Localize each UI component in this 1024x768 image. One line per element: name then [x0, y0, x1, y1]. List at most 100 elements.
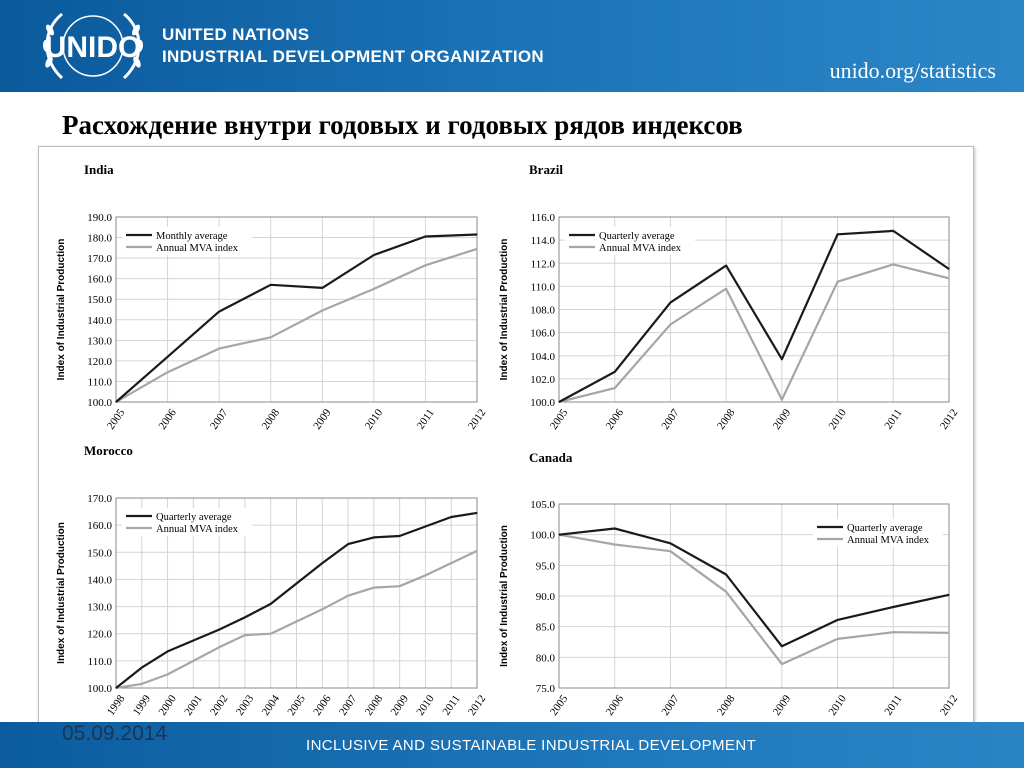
data-point [476, 512, 478, 514]
chart-morocco: Morocco 100.0 110.0 120.0 130.0 140.0 150.0 160… [56, 443, 488, 718]
data-point [725, 573, 727, 576]
data-point [669, 323, 672, 326]
data-point [948, 632, 950, 634]
data-point [141, 683, 143, 685]
chart-canada: Canada 75.0 80.0 85.0 90.0 95.0 100.0 105.0 2005… [499, 450, 960, 718]
y-tick-label: 120.0 [87, 629, 112, 641]
data-point [141, 667, 143, 669]
x-tick-label: 2011 [440, 693, 462, 718]
data-point [347, 543, 349, 545]
x-tick-label: 2007 [659, 407, 682, 432]
x-tick-label: 2008 [363, 693, 386, 718]
x-tick-label: 2006 [156, 407, 179, 432]
y-tick-label: 114.0 [531, 235, 556, 247]
data-point [725, 264, 727, 267]
series-line-1 [115, 233, 478, 403]
data-point [558, 534, 560, 536]
data-point [270, 284, 272, 286]
y-tick-label: 116.0 [531, 212, 556, 224]
legend-entry: Annual MVA index [156, 524, 239, 535]
y-tick-label: 110.0 [531, 281, 556, 293]
website-link[interactable]: unido.org/statistics [829, 58, 996, 83]
y-tick-label: 100.0 [530, 530, 555, 542]
data-point [614, 527, 616, 530]
legend-entry: Annual MVA index [847, 535, 930, 546]
un-wreath-logo-icon: UNIDO [42, 12, 144, 80]
legend-entry: Quarterly average [156, 512, 232, 523]
y-tick-label: 150.0 [87, 547, 112, 559]
x-tick-label: 2009 [311, 407, 334, 432]
data-point [373, 586, 375, 589]
data-point [166, 650, 169, 652]
y-axis-label: Index of Industrial Production [56, 522, 67, 664]
data-point [347, 595, 349, 597]
x-tick-label: 2012 [466, 407, 488, 432]
y-tick-label: 90.0 [536, 591, 556, 603]
slide-date: 05.09.2014 [62, 722, 168, 745]
x-tick-label: 2008 [715, 407, 738, 432]
legend-box [122, 508, 252, 536]
chart-brazil: Brazil 100.0 102.0 104.0 106.0 108.0 110.0 112.… [499, 162, 960, 432]
data-point [476, 248, 478, 250]
y-tick-label: 105.0 [530, 499, 555, 511]
header-bar: UNIDO UNITED NATIONS INDUSTRIAL DEVELOPM… [0, 0, 1024, 92]
x-tick-label: 2001 [182, 693, 204, 718]
chart-title: Morocco [84, 443, 133, 458]
data-point [115, 401, 117, 403]
data-point [669, 301, 672, 304]
data-point [218, 310, 220, 313]
data-point [424, 264, 427, 266]
x-tick-label: 2010 [414, 693, 437, 718]
data-point [321, 608, 323, 610]
y-tick-label: 120.0 [87, 356, 112, 368]
plot-border [558, 216, 950, 403]
data-point [321, 562, 323, 564]
y-axis-label: Index of Industrial Production [56, 239, 67, 381]
data-point [892, 230, 894, 232]
x-tick-label: 2011 [415, 407, 437, 432]
series-line-1 [558, 229, 950, 403]
data-point [270, 603, 272, 605]
data-point [781, 663, 783, 665]
data-point [295, 620, 298, 623]
x-tick-label: 2006 [311, 693, 334, 718]
chart-title: Brazil [529, 162, 563, 177]
data-point [476, 233, 478, 236]
data-point [781, 645, 783, 647]
data-point [836, 638, 839, 640]
plot-border [558, 503, 950, 689]
data-point [614, 387, 616, 389]
y-tick-label: 110.0 [88, 656, 113, 668]
charts-panel: India 100.0 110.0 120.0 130.0 140.0 150.0 160.0… [38, 146, 974, 730]
data-point [270, 633, 272, 635]
x-tick-label: 2008 [715, 693, 738, 718]
y-tick-label: 102.0 [530, 374, 555, 386]
x-tick-label: 2000 [156, 693, 179, 718]
data-point [166, 356, 169, 358]
data-point [192, 660, 194, 662]
chart-title: India [84, 162, 114, 177]
data-point [781, 399, 783, 401]
y-tick-label: 108.0 [530, 305, 555, 317]
y-tick-label: 170.0 [87, 253, 112, 265]
data-point [781, 358, 783, 360]
x-tick-label: 2002 [208, 693, 230, 718]
data-point [166, 371, 169, 373]
data-point [399, 585, 401, 587]
data-point [244, 634, 246, 636]
x-tick-label: 2012 [938, 407, 960, 432]
series-line-2 [558, 263, 950, 404]
data-point [948, 594, 950, 596]
legend-box [813, 519, 943, 547]
org-line-2: INDUSTRIAL DEVELOPMENT ORGANIZATION [162, 47, 544, 66]
x-tick-label: 2008 [260, 407, 283, 432]
y-tick-label: 100.0 [87, 397, 112, 409]
data-point [373, 254, 375, 256]
x-tick-label: 1999 [131, 693, 154, 718]
x-tick-label: 2005 [548, 693, 571, 718]
data-point [424, 235, 427, 238]
x-tick-label: 2007 [337, 693, 360, 718]
x-tick-label: 2012 [938, 693, 960, 718]
